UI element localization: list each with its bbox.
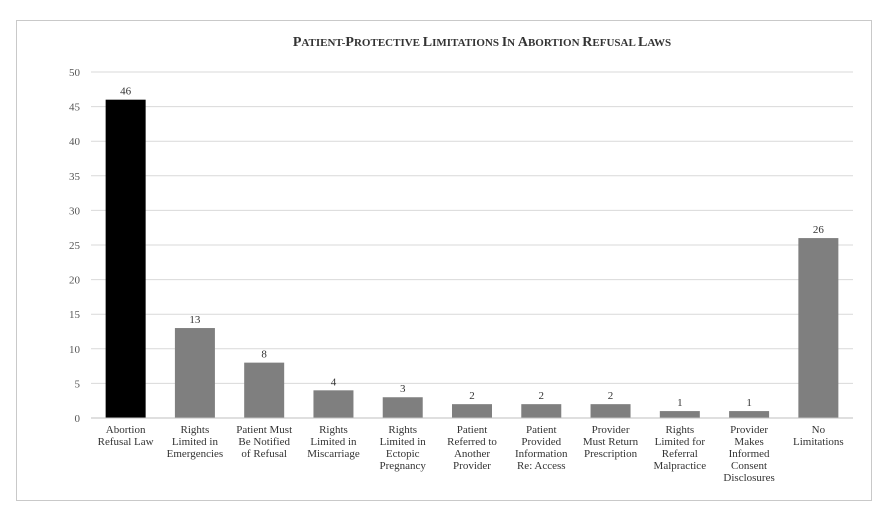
chart-frame [16, 20, 872, 501]
x-tick-label: Rights Limited in Miscarriage [307, 424, 360, 460]
data-label: 1 [677, 397, 683, 409]
x-tick-label: Rights Limited in Ectopic Pregnancy [380, 424, 427, 472]
y-tick-label: 0 [75, 413, 81, 425]
x-tick-label: Patient Must Be Notified of Refusal [236, 424, 292, 460]
bars [105, 99, 839, 419]
bar [244, 362, 285, 418]
bar [590, 404, 631, 418]
data-label: 8 [261, 349, 267, 361]
y-tick-label: 35 [69, 171, 81, 183]
x-tick-label: Patient Referred to Another Provider [447, 424, 497, 472]
x-tick-label: No Limitations [793, 424, 844, 448]
bar [729, 411, 770, 418]
data-label: 2 [539, 390, 545, 402]
x-tick-label: Rights Limited in Emergencies [167, 424, 224, 460]
y-tick-label: 50 [69, 67, 81, 79]
data-label: 4 [331, 376, 337, 388]
x-tick-label: Rights Limited for Referral Malpractice [654, 424, 707, 472]
x-tick-label: Patient Provided Information Re: Access [515, 424, 568, 472]
y-tick-label: 20 [69, 275, 81, 287]
y-tick-label: 30 [69, 205, 81, 217]
data-label: 13 [189, 314, 201, 326]
data-label: 3 [400, 383, 406, 395]
data-label: 2 [608, 390, 614, 402]
y-axis-ticks: 0 5 10 15 20 25 30 35 40 45 50 [69, 67, 81, 425]
x-axis-categories: Abortion Refusal Law Rights Limited in Emerg… [98, 424, 844, 484]
data-label: 46 [120, 86, 132, 98]
x-tick-label: Provider Makes Informed Consent Disclosures [723, 424, 774, 484]
data-label: 1 [746, 397, 752, 409]
y-tick-label: 15 [69, 309, 81, 321]
x-tick-label: Abortion Refusal Law [98, 424, 154, 448]
x-tick-label: Provider Must Return Prescription [583, 424, 639, 460]
y-tick-label: 10 [69, 344, 81, 356]
data-label: 26 [813, 224, 825, 236]
bar [382, 397, 423, 418]
y-tick-label: 25 [69, 240, 81, 252]
y-tick-label: 40 [69, 136, 81, 148]
y-tick-label: 5 [75, 378, 81, 390]
chart-title: PATIENT-PROTECTIVE LIMITATIONS IN ABORTI… [293, 35, 671, 50]
bar [174, 328, 215, 418]
bar [313, 390, 354, 418]
bar [798, 238, 839, 418]
bar [521, 404, 562, 418]
data-label: 2 [469, 390, 475, 402]
gridlines [91, 71, 853, 384]
data-labels: 46 13 8 4 3 2 2 2 1 1 26 [120, 86, 824, 409]
bar [105, 99, 146, 419]
y-tick-label: 45 [69, 102, 81, 114]
bar [452, 404, 492, 418]
bar [659, 411, 700, 418]
